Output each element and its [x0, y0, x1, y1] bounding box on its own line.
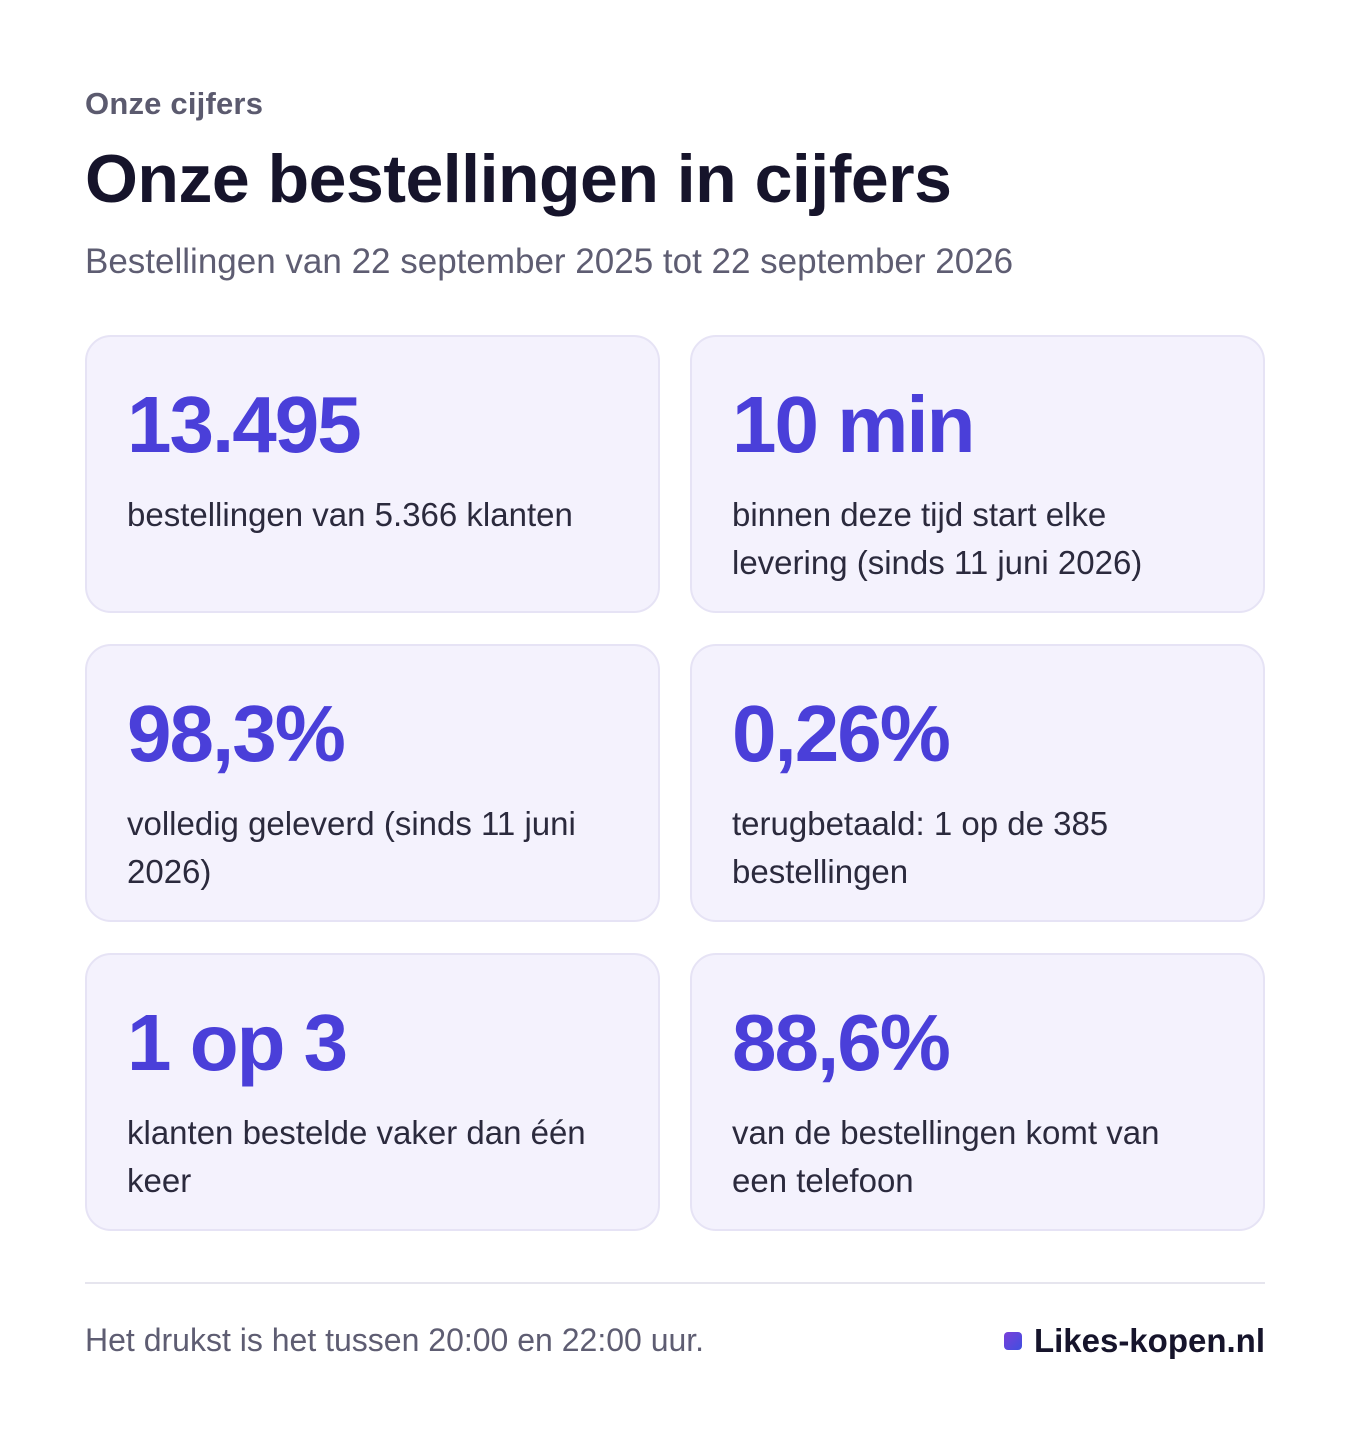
stat-description: klanten bestelde vaker dan één keer: [127, 1114, 586, 1199]
stat-description: binnen deze tijd start elke levering (si…: [732, 496, 1143, 581]
stat-value: 0,26%: [732, 689, 951, 778]
brand: Likes-kopen.nl: [1003, 1322, 1265, 1360]
stat-value: 1 op 3: [127, 998, 348, 1087]
stat-card-delivery-time: 10 min binnen deze tijd start elke lever…: [690, 335, 1265, 613]
page-title: Onze bestellingen in cijfers: [85, 141, 952, 217]
stat-value: 98,3%: [127, 689, 346, 778]
stat-card-phone-orders: 88,6% van de bestellingen komt van een t…: [690, 953, 1265, 1231]
stat-description: van de bestellingen komt van een telefoo…: [732, 1114, 1160, 1199]
stat-card-repeat-customers: 1 op 3 klanten bestelde vaker dan één ke…: [85, 953, 660, 1231]
eyebrow: Onze cijfers: [85, 86, 264, 121]
stat-description: volledig geleverd (sinds 11 juni 2026): [127, 805, 576, 890]
stat-description: bestellingen van 5.366 klanten: [127, 496, 573, 533]
stat-card-orders: 13.495 bestellingen van 5.366 klanten: [85, 335, 660, 613]
page-subtitle: Bestellingen van 22 september 2025 tot 2…: [85, 242, 1014, 281]
stat-description: terugbetaald: 1 op de 385 bestellingen: [732, 805, 1109, 890]
stat-card-refunded: 0,26% terugbetaald: 1 op de 385 bestelli…: [690, 644, 1265, 922]
stat-value: 88,6%: [732, 998, 951, 1087]
brand-logo-icon: [1003, 1332, 1022, 1350]
stat-value: 10 min: [732, 380, 975, 469]
footer-divider: [85, 1282, 1265, 1284]
brand-name: Likes-kopen.nl: [1033, 1322, 1265, 1359]
footer-note: Het drukst is het tussen 20:00 en 22:00 …: [85, 1322, 705, 1358]
stat-card-fully-delivered: 98,3% volledig geleverd (sinds 11 juni 2…: [85, 644, 660, 922]
stat-value: 13.495: [127, 380, 362, 469]
stats-grid: 13.495 bestellingen van 5.366 klanten 10…: [85, 335, 1265, 1231]
